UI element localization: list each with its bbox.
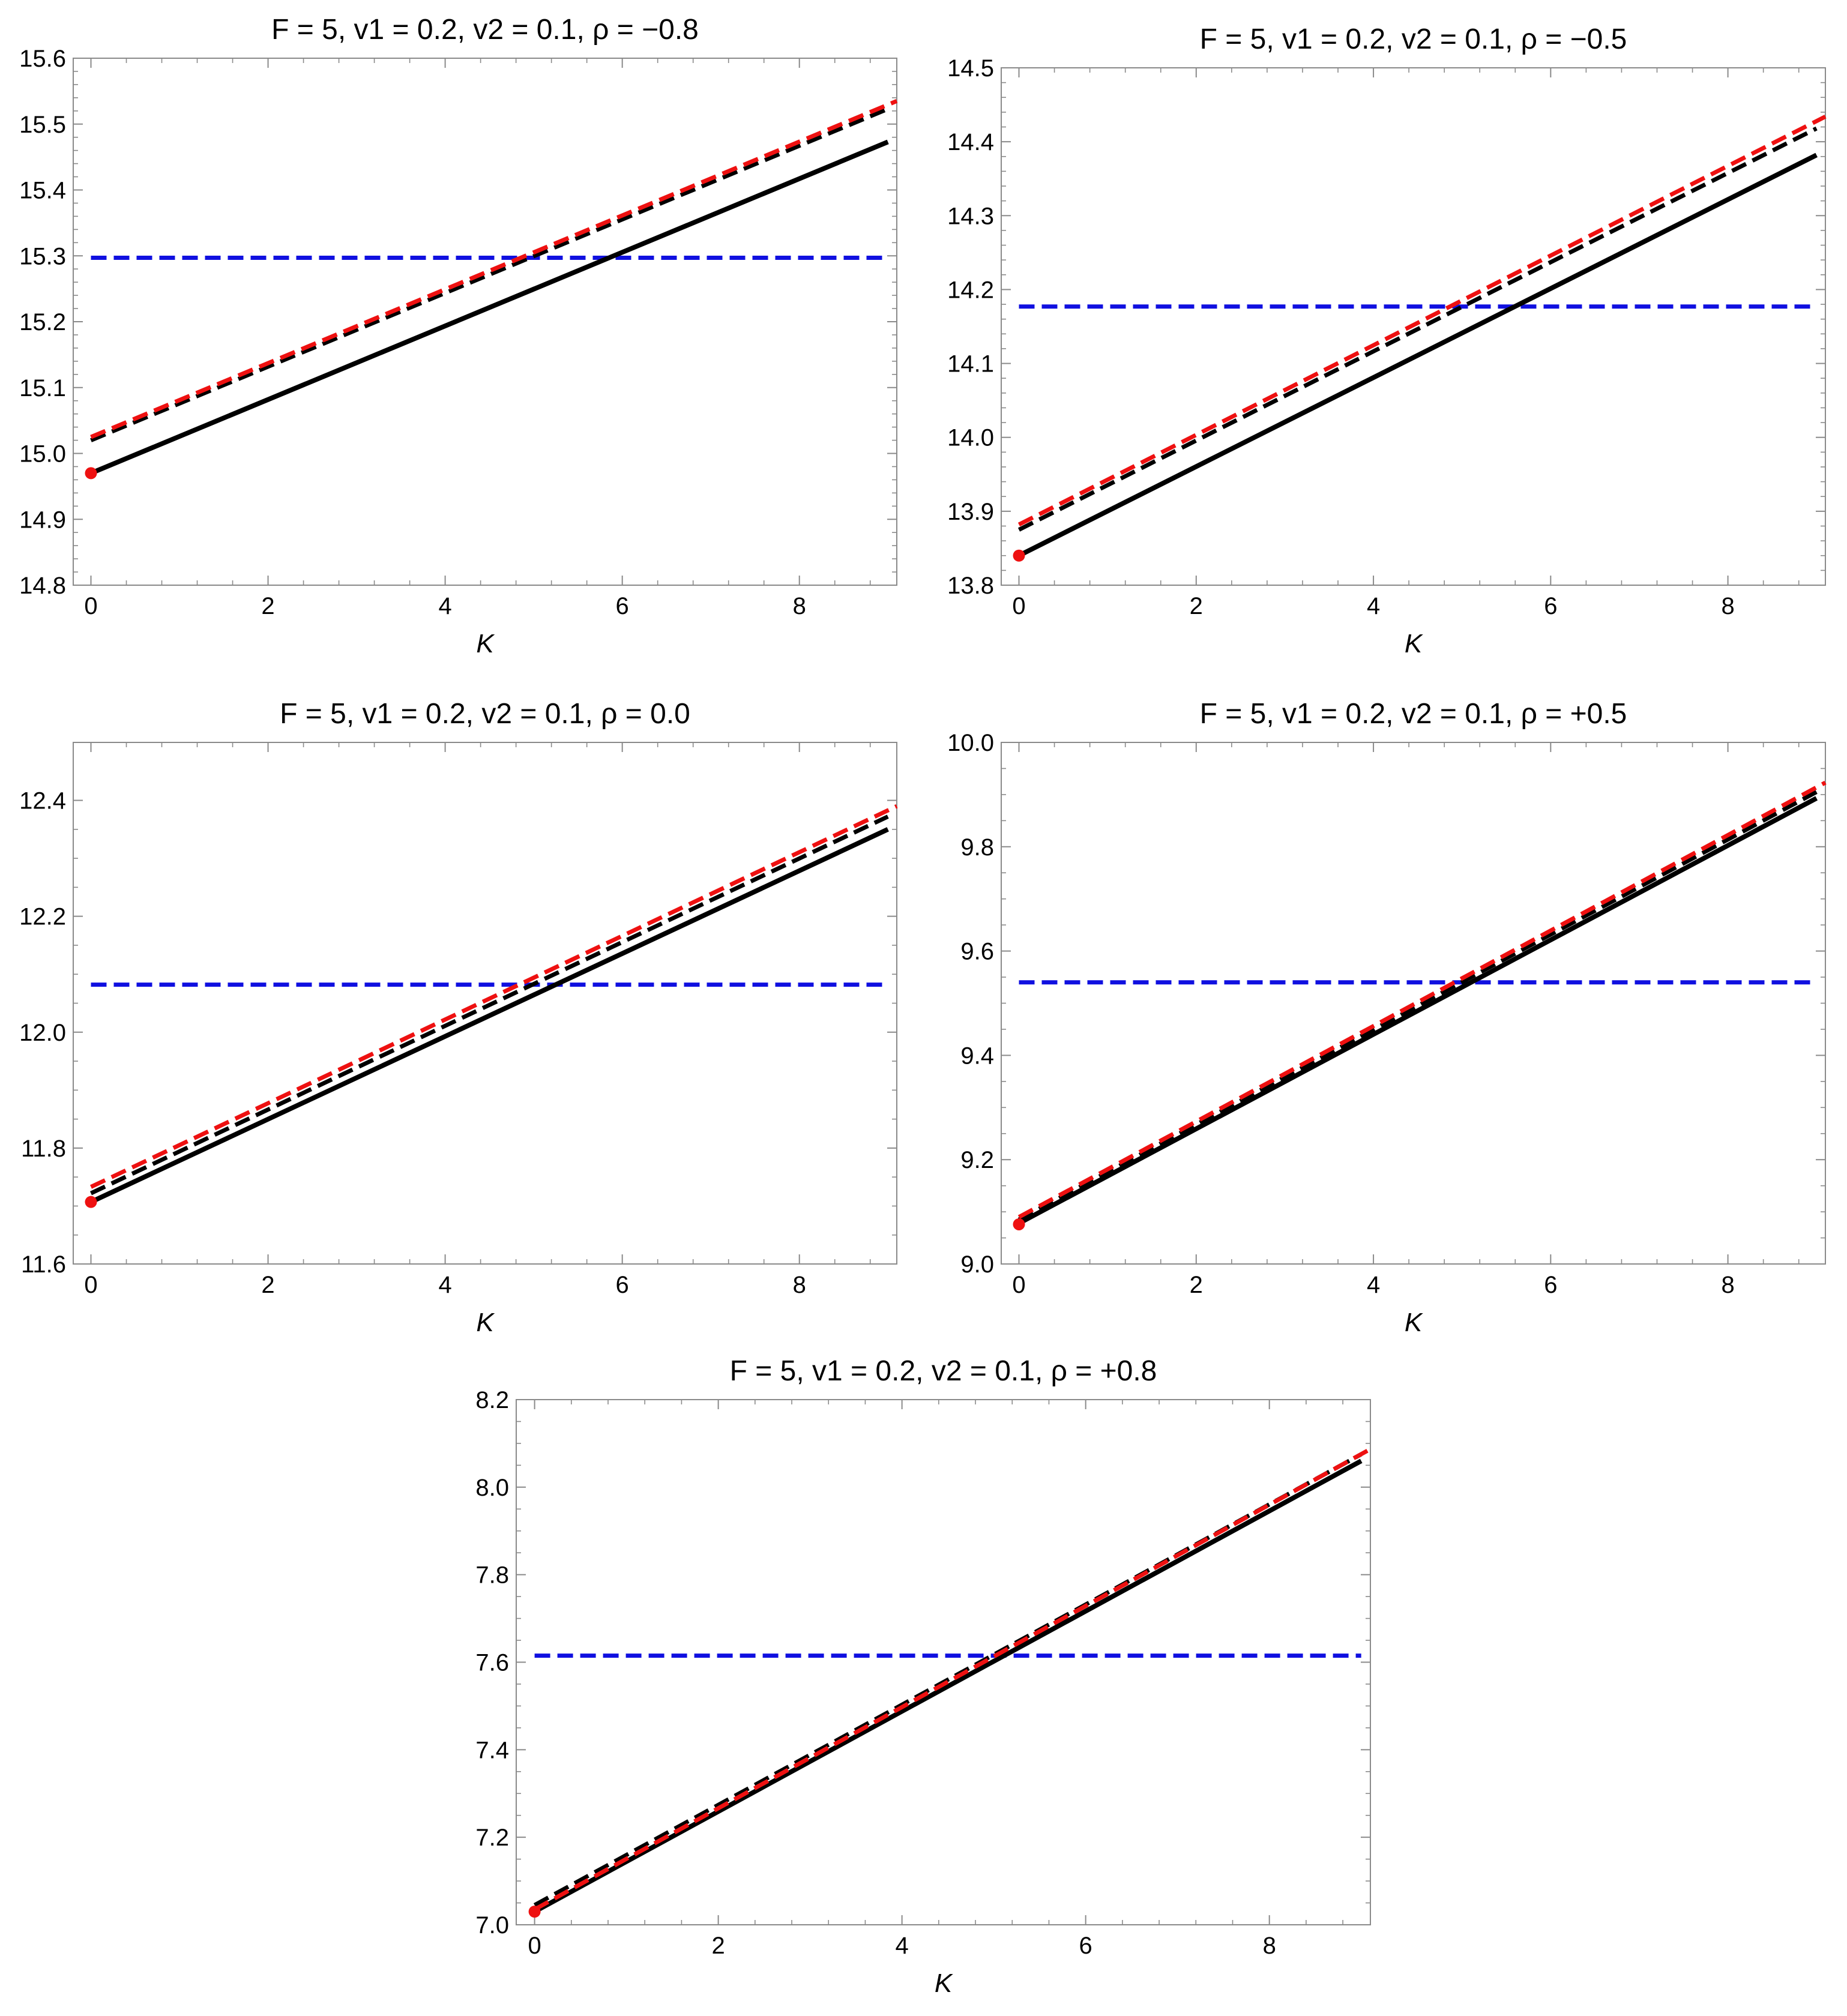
marker-point bbox=[1013, 549, 1025, 562]
y-tick-label-14-8: 14.8 bbox=[19, 573, 66, 599]
series-approx-black-dashed bbox=[1017, 790, 1818, 1222]
x-tick-label-8: 8 bbox=[793, 593, 806, 619]
x-tick-label-0: 0 bbox=[1012, 1272, 1025, 1298]
y-tick-label-14-9: 14.9 bbox=[19, 507, 66, 533]
x-tick-label-2: 2 bbox=[261, 1272, 274, 1298]
series-exact bbox=[1017, 152, 1818, 558]
x-tick-label-0: 0 bbox=[84, 1272, 97, 1298]
y-tick-label-12-4: 12.4 bbox=[19, 788, 66, 814]
y-tick-label-7-0: 7.0 bbox=[475, 1912, 509, 1939]
x-tick-label-4: 4 bbox=[1367, 593, 1380, 619]
y-tick-label-15-3: 15.3 bbox=[19, 243, 66, 269]
plot-frame bbox=[1001, 67, 1826, 586]
series-approx-red-dashed bbox=[1017, 780, 1827, 1219]
x-tick-label-6: 6 bbox=[1079, 1933, 1092, 1959]
y-tick-label-14-1: 14.1 bbox=[947, 351, 994, 378]
x-tick-label-2: 2 bbox=[1190, 593, 1203, 619]
y-tick-label-7-2: 7.2 bbox=[475, 1825, 509, 1851]
chart-panel-rho-0.0: F = 5, v1 = 0.2, v2 = 0.1, ρ = 0.0 0 2 4 6 8 1… bbox=[19, 698, 898, 1337]
series-approx-black-dashed bbox=[90, 107, 889, 442]
chart-title: F = 5, v1 = 0.2, v2 = 0.1, ρ = +0.5 bbox=[1200, 698, 1627, 730]
y-tick-label-9-0: 9.0 bbox=[960, 1251, 994, 1278]
y-tick-label-14-4: 14.4 bbox=[947, 129, 994, 155]
series-approx-black-dashed bbox=[1017, 126, 1818, 532]
chart-title: F = 5, v1 = 0.2, v2 = 0.1, ρ = −0.5 bbox=[1200, 23, 1627, 55]
y-tick-label-7-8: 7.8 bbox=[475, 1562, 509, 1589]
y-tick-label-12-0: 12.0 bbox=[19, 1020, 66, 1046]
marker-point bbox=[528, 1906, 541, 1918]
y-tick-label-7-6: 7.6 bbox=[475, 1650, 509, 1676]
series-exact bbox=[533, 1458, 1363, 1914]
chart-title: F = 5, v1 = 0.2, v2 = 0.1, ρ = +0.8 bbox=[730, 1355, 1157, 1387]
marker-point bbox=[85, 467, 97, 480]
y-tick-label-9-6: 9.6 bbox=[960, 939, 994, 965]
y-tick-label-9-2: 9.2 bbox=[960, 1147, 994, 1173]
x-tick-label-0: 0 bbox=[84, 593, 97, 619]
y-tick-label-11-6: 11.6 bbox=[21, 1251, 66, 1278]
marker-point bbox=[1013, 1218, 1025, 1230]
x-tick-label-2: 2 bbox=[261, 593, 274, 619]
x-tick-label-2: 2 bbox=[711, 1933, 725, 1959]
y-tick-label-15-4: 15.4 bbox=[19, 178, 66, 204]
x-axis-label: K bbox=[1405, 1308, 1423, 1337]
y-tick-label-15-6: 15.6 bbox=[19, 46, 66, 72]
x-tick-label-2: 2 bbox=[1190, 1272, 1203, 1298]
chart-panel-rho-plus-0.5: F = 5, v1 = 0.2, v2 = 0.1, ρ = +0.5 0 2 4 6 8… bbox=[947, 698, 1827, 1337]
x-tick-label-6: 6 bbox=[616, 593, 629, 619]
x-tick-label-4: 4 bbox=[438, 593, 451, 619]
y-tick-label-15-1: 15.1 bbox=[19, 375, 66, 402]
series-approx-red-dashed bbox=[1017, 115, 1827, 527]
x-tick-label-8: 8 bbox=[793, 1272, 806, 1298]
chart-title: F = 5, v1 = 0.2, v2 = 0.1, ρ = −0.8 bbox=[271, 14, 699, 46]
x-axis-label: K bbox=[1405, 629, 1423, 658]
y-tick-label-14-2: 14.2 bbox=[947, 277, 994, 303]
marker-point bbox=[85, 1196, 97, 1208]
y-tick-label-14-3: 14.3 bbox=[947, 203, 994, 229]
x-tick-label-8: 8 bbox=[1721, 1272, 1734, 1298]
series-approx-red-dashed bbox=[90, 99, 898, 439]
series-approx-red-dashed bbox=[90, 804, 898, 1189]
x-tick-label-8: 8 bbox=[1263, 1933, 1276, 1959]
series-exact bbox=[89, 827, 889, 1205]
x-tick-label-6: 6 bbox=[616, 1272, 629, 1298]
y-tick-label-10-0: 10.0 bbox=[947, 730, 994, 756]
y-tick-label-13-8: 13.8 bbox=[947, 573, 994, 599]
x-tick-label-4: 4 bbox=[438, 1272, 451, 1298]
plot-frame bbox=[73, 58, 897, 586]
chart-panel-rho-minus-0.8: F = 5, v1 = 0.2, v2 = 0.1, ρ = −0.8 0 2 4 6 8… bbox=[19, 14, 898, 658]
chart-panel-rho-plus-0.8: F = 5, v1 = 0.2, v2 = 0.1, ρ = +0.8 0 2 4 6 8… bbox=[475, 1355, 1372, 1998]
y-tick-label-8-2: 8.2 bbox=[475, 1387, 509, 1413]
y-tick-label-7-4: 7.4 bbox=[475, 1737, 509, 1763]
series-exact bbox=[1017, 796, 1818, 1226]
x-tick-label-0: 0 bbox=[528, 1933, 541, 1959]
x-tick-label-8: 8 bbox=[1721, 593, 1734, 619]
x-tick-label-0: 0 bbox=[1012, 593, 1025, 619]
y-tick-label-15-5: 15.5 bbox=[19, 112, 66, 138]
x-tick-label-4: 4 bbox=[896, 1933, 909, 1959]
y-tick-label-9-8: 9.8 bbox=[960, 834, 994, 861]
chart-panel-rho-minus-0.5: F = 5, v1 = 0.2, v2 = 0.1, ρ = −0.5 0 2 4 6 8… bbox=[947, 23, 1827, 658]
x-axis-label: K bbox=[476, 1308, 495, 1337]
chart-title: F = 5, v1 = 0.2, v2 = 0.1, ρ = 0.0 bbox=[280, 698, 690, 730]
y-tick-label-12-2: 12.2 bbox=[19, 904, 66, 930]
y-tick-label-14-0: 14.0 bbox=[947, 425, 994, 451]
x-tick-label-6: 6 bbox=[1544, 593, 1557, 619]
y-tick-label-11-8: 11.8 bbox=[21, 1136, 66, 1162]
x-tick-label-6: 6 bbox=[1544, 1272, 1557, 1298]
y-tick-label-14-5: 14.5 bbox=[947, 55, 994, 82]
series-exact bbox=[89, 139, 889, 476]
y-tick-label-15-2: 15.2 bbox=[19, 309, 66, 335]
series-approx-black-dashed bbox=[90, 814, 889, 1196]
y-tick-label-8-0: 8.0 bbox=[475, 1475, 509, 1501]
series-approx-red-dashed bbox=[533, 1447, 1372, 1912]
x-tick-label-4: 4 bbox=[1367, 1272, 1380, 1298]
y-tick-label-15-0: 15.0 bbox=[19, 441, 66, 468]
y-tick-label-13-9: 13.9 bbox=[947, 499, 994, 525]
plot-frame bbox=[73, 742, 897, 1265]
x-axis-label: K bbox=[476, 629, 495, 658]
y-tick-label-9-4: 9.4 bbox=[960, 1043, 994, 1069]
x-axis-label: K bbox=[935, 1969, 953, 1998]
